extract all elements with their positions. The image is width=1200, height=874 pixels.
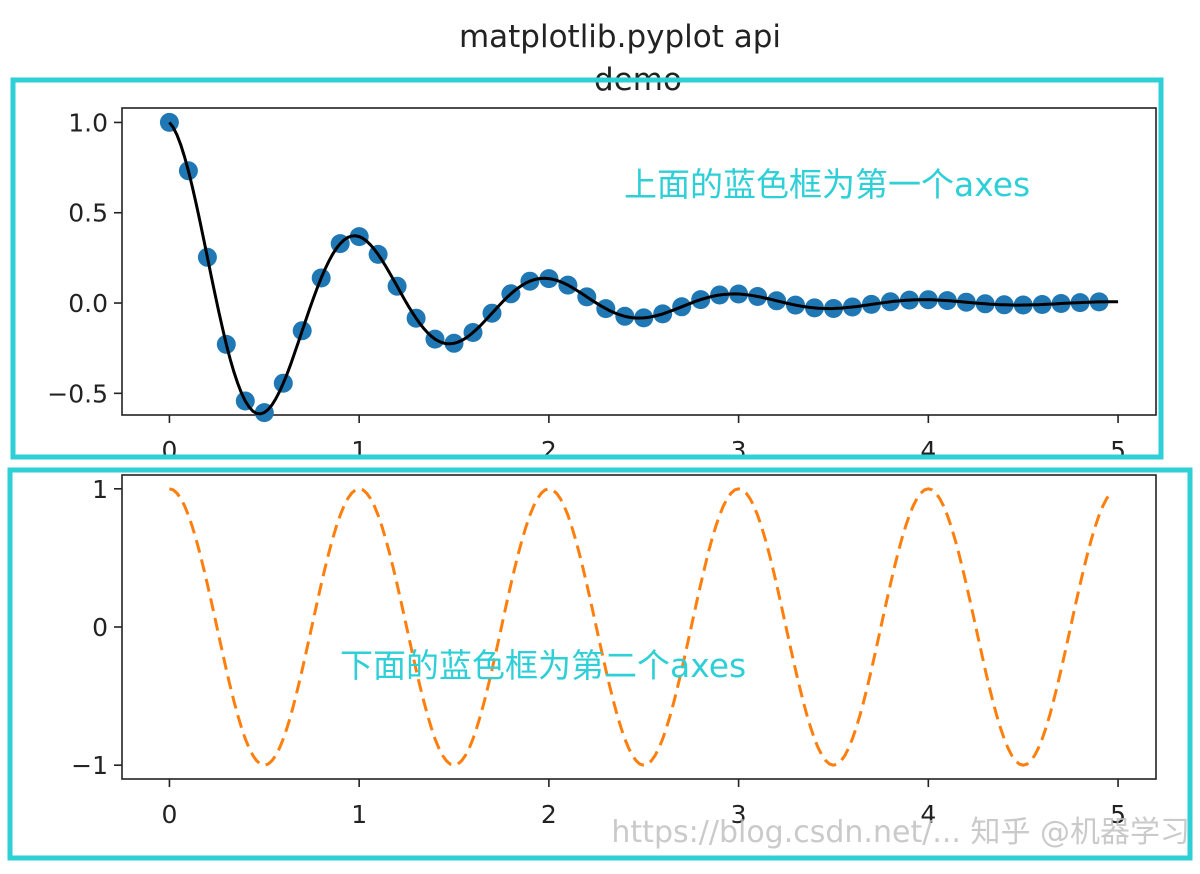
- y-tick-label: 0: [92, 613, 108, 642]
- highlight-box-second-axes: [7, 467, 1193, 861]
- y-tick-label: 1: [92, 475, 108, 504]
- scatter-point: [159, 112, 179, 132]
- x-tick-label: 5: [1110, 436, 1126, 465]
- x-tick-label: 1: [351, 436, 367, 465]
- watermark-text: https://blog.csdn.net/... 知乎 @机器学习: [611, 815, 1190, 850]
- axes-bottom-ticks: 0 1 2 3 4 5 1 0 −1: [71, 475, 1126, 829]
- figure-title-line1: matplotlib.pyplot api: [459, 19, 781, 55]
- x-tick-label: 2: [541, 800, 557, 829]
- axes-top-annotation: 上面的蓝色框为第一个axes: [624, 165, 1030, 204]
- damped-cosine-line: [168, 121, 1119, 416]
- y-tick-label: 1.0: [68, 108, 108, 137]
- x-tick-label: 3: [731, 800, 747, 829]
- x-tick-label: 4: [920, 436, 936, 465]
- x-tick-label: 0: [161, 436, 177, 465]
- y-tick-label: −0.5: [47, 379, 108, 408]
- axes-bottom-annotation: 下面的蓝色框为第二个axes: [340, 646, 746, 685]
- axes-top-frame: [121, 107, 1157, 416]
- y-tick-label: 0.0: [68, 289, 108, 318]
- axes-bottom: 0 1 2 3 4 5 1 0 −1 下面的蓝色框为第二个axes: [71, 474, 1157, 829]
- x-tick-label: 1: [351, 800, 367, 829]
- x-tick-label: 5: [1110, 800, 1126, 829]
- axes-top-ticks: 0 1 2 3 4 5 1.0 0.5 0.0 −0.5: [47, 108, 1126, 465]
- x-tick-label: 4: [920, 800, 936, 829]
- x-tick-label: 2: [541, 436, 557, 465]
- x-tick-label: 0: [161, 800, 177, 829]
- axes-top: 0 1 2 3 4 5 1.0 0.5 0.0 −0.5 上面的蓝色框为第一个axes: [47, 107, 1157, 465]
- y-tick-label: −1: [71, 751, 108, 780]
- highlight-box-first-axes: [10, 77, 1164, 460]
- y-tick-label: 0.5: [68, 199, 108, 228]
- cosine-dashed-line: [168, 487, 1112, 767]
- x-tick-label: 3: [731, 436, 747, 465]
- damped-cosine-points: [159, 112, 1109, 423]
